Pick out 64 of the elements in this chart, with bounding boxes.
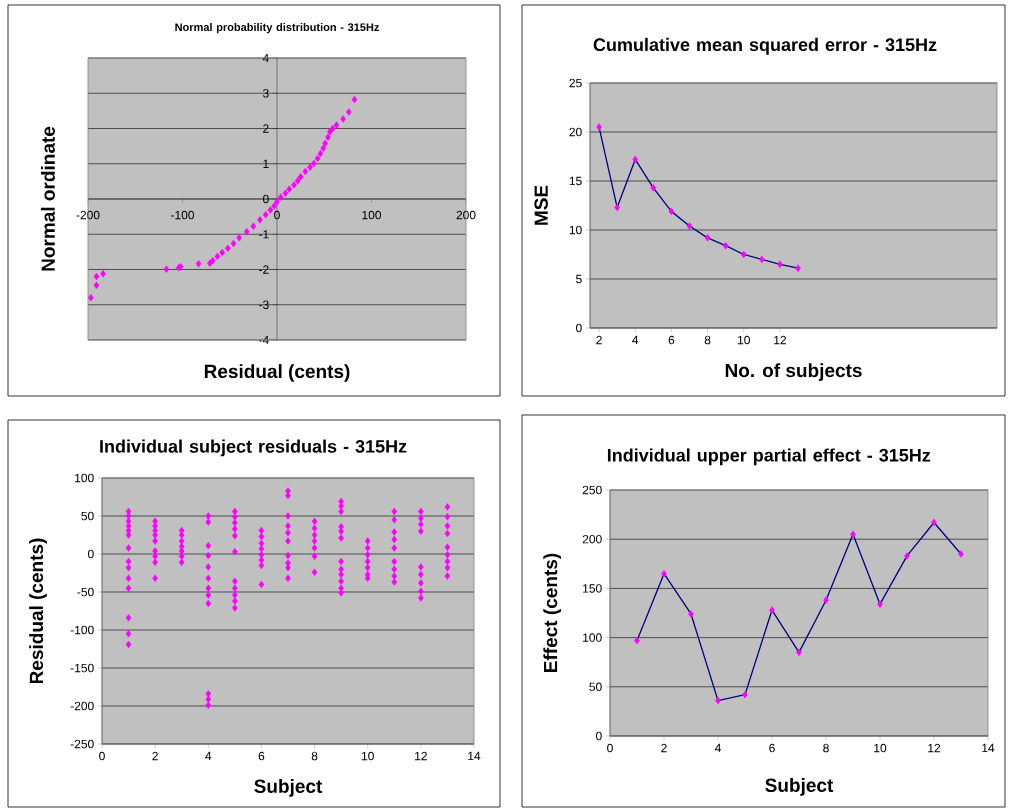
chart-title: Normal probability distribution - 315Hz <box>175 22 379 34</box>
y-tick-label: 0 <box>88 549 94 559</box>
y-tick-label: -50 <box>77 587 94 597</box>
x-tick-label: 8 <box>704 335 711 345</box>
y-tick-label: -100 <box>70 625 94 635</box>
x-tick-label: 6 <box>769 743 775 753</box>
x-axis-title: Subject <box>254 779 323 797</box>
y-tick-label: -200 <box>70 701 94 711</box>
y-tick-label: -250 <box>70 739 94 749</box>
x-tick-label: 10 <box>874 743 887 753</box>
x-tick-label: 10 <box>361 751 374 761</box>
x-axis-title: Subject <box>765 778 834 796</box>
y-axis-title: MSE <box>534 185 548 225</box>
x-tick-label: 4 <box>714 743 721 753</box>
x-tick-label: 6 <box>668 335 675 345</box>
y-tick-label: 0 <box>596 731 602 741</box>
y-axis-title: Residual (cents) <box>29 538 47 684</box>
y-tick-label: 200 <box>582 534 602 544</box>
y-tick-label: 0 <box>263 194 269 204</box>
y-tick-label: 20 <box>569 127 582 137</box>
y-tick-label: 10 <box>569 225 582 235</box>
x-tick-label: 0 <box>274 210 280 220</box>
y-tick-label: 4 <box>262 53 269 63</box>
y-tick-label: 0 <box>576 323 582 333</box>
y-tick-label: -150 <box>70 663 94 673</box>
x-tick-label: 0 <box>607 743 613 753</box>
y-axis-title: Effect (cents) <box>543 553 562 672</box>
x-tick-label: 14 <box>468 751 481 761</box>
x-tick-label: -100 <box>171 210 195 220</box>
y-tick-label: 250 <box>582 485 602 495</box>
y-tick-label: 15 <box>569 176 582 186</box>
y-axis-title: Normal ordinate <box>40 126 55 271</box>
x-tick-label: 4 <box>205 751 212 761</box>
x-tick-label: 10 <box>738 335 750 345</box>
x-tick-label: 12 <box>928 743 941 753</box>
x-tick-label: 2 <box>152 751 158 761</box>
y-tick-label: 100 <box>583 633 602 642</box>
y-tick-label: -1 <box>259 230 269 239</box>
x-axis-title: Residual (cents) <box>204 364 350 382</box>
x-tick-label: 12 <box>774 335 787 345</box>
x-tick-label: 12 <box>415 751 427 761</box>
y-tick-label: 1 <box>263 159 269 168</box>
x-axis-title: No. of subjects <box>725 363 862 381</box>
x-tick-label: 8 <box>823 743 829 753</box>
y-tick-label: 50 <box>589 682 602 692</box>
x-tick-label: 0 <box>99 751 105 761</box>
chart-title: Cumulative mean squared error - 315Hz <box>593 37 937 55</box>
x-tick-label: 4 <box>632 335 639 345</box>
x-tick-label: 100 <box>362 210 382 220</box>
y-tick-label: 25 <box>569 78 582 88</box>
y-tick-label: 100 <box>75 473 94 483</box>
y-tick-label: 50 <box>81 511 94 521</box>
y-tick-label: 150 <box>583 584 602 593</box>
y-tick-label: -4 <box>259 335 269 345</box>
y-tick-label: 5 <box>576 274 582 284</box>
chart-title: Individual subject residuals - 315Hz <box>100 439 407 457</box>
x-tick-label: 8 <box>311 751 318 761</box>
y-tick-label: 3 <box>262 89 269 98</box>
x-tick-label: 2 <box>661 743 667 753</box>
x-tick-label: 6 <box>258 751 265 761</box>
x-tick-label: 200 <box>456 210 476 220</box>
y-tick-label: -3 <box>259 300 269 309</box>
x-tick-label: 14 <box>982 743 995 753</box>
chart-title: Individual upper partial effect - 315Hz <box>607 448 931 466</box>
